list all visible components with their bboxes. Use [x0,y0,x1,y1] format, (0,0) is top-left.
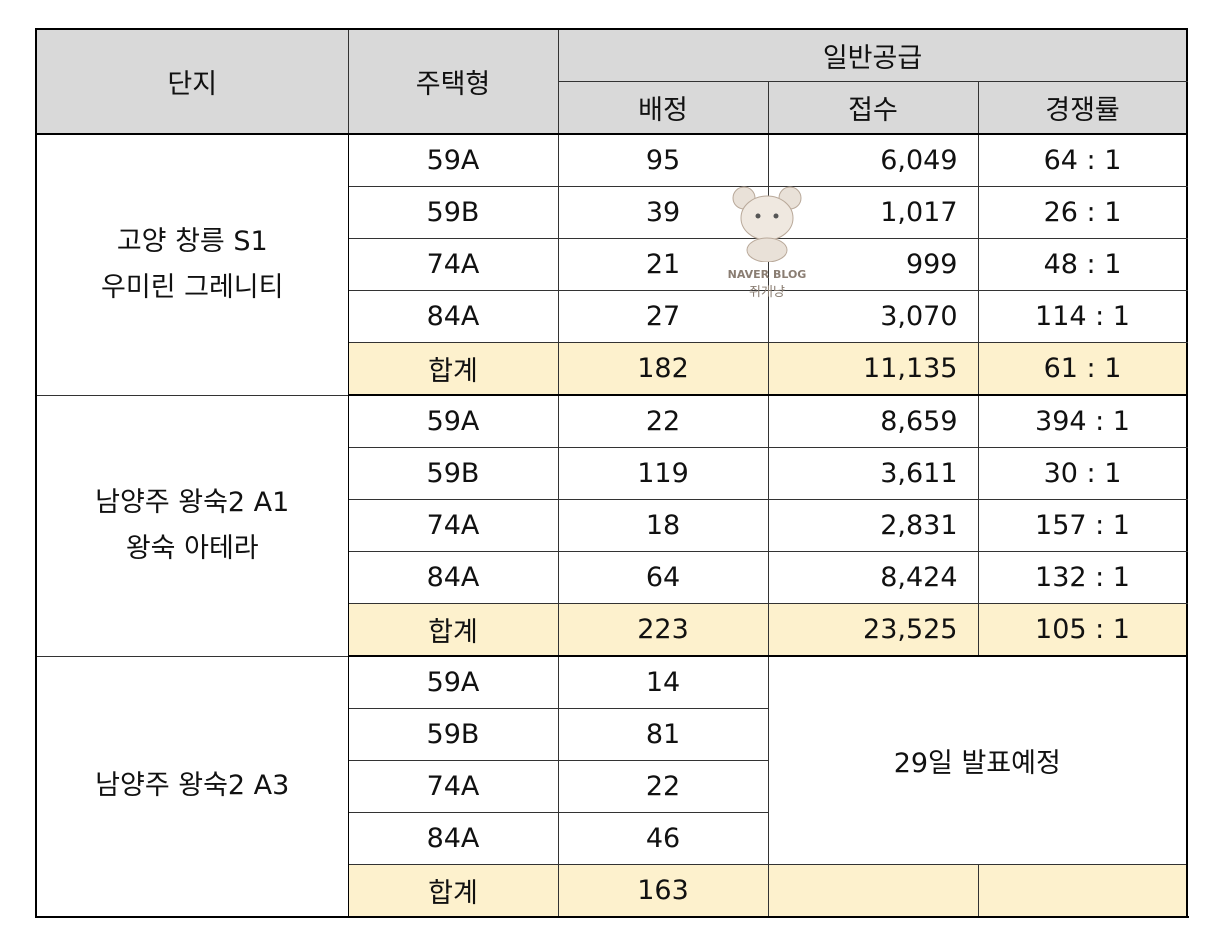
cell: 39 [557,186,769,239]
header-cell: 주택형 [347,28,559,135]
data-row: 남양주 왕숙2 A1 왕숙 아테라 59A 22 8,659 394 : 1 [35,394,1188,657]
data-row: 남양주 왕숙2 A3 59A 14 29일 발표예정 [35,655,1188,918]
cell: 59A [347,394,559,448]
cell: 59B [347,447,559,500]
complex-name: 남양주 왕숙2 A3 [35,655,349,918]
cell: 11,135 [767,342,979,396]
cell: 132 : 1 [977,551,1188,604]
cell: 999 [767,238,979,291]
complex-name-line: 왕숙 아테라 [125,532,259,564]
header-cell: 단지 [35,28,349,135]
cell: 84A [347,551,559,604]
complex-name-line: 남양주 왕숙2 A3 [95,770,290,802]
cell: 84A [347,290,559,343]
cell: 157 : 1 [977,499,1188,552]
cell: 18 [557,499,769,552]
data-row: 74A 18 2,831 157 : 1 [36,499,1188,552]
cell: 26 : 1 [977,186,1188,239]
cell: 23,525 [767,603,979,657]
cell: 3,070 [767,290,979,343]
data-row: 84A 64 8,424 132 : 1 [36,551,1188,604]
cell: 27 [557,290,769,343]
total-row: 합계 223 23,525 105 : 1 [36,603,1188,657]
cell: 105 : 1 [977,603,1188,657]
header-cell: 일반공급 [557,28,1188,82]
data-row: 84A 46 [36,812,1187,865]
cell: 46 [557,812,769,865]
cell: 8,424 [767,551,979,604]
complex-name: 남양주 왕숙2 A1 왕숙 아테라 [35,394,349,657]
empty-cell [767,864,979,918]
cell: 30 : 1 [977,447,1188,500]
complex-name-line: 고양 창릉 S1 [116,225,268,257]
header-row: 단지 주택형 일반공급 [35,28,1188,135]
empty-cell [977,864,1188,918]
cell: 114 : 1 [977,290,1188,343]
cell: 6,049 [767,133,979,187]
cell: 119 [557,447,769,500]
data-row: 84A 27 3,070 114 : 1 [36,290,1188,343]
cell: 48 : 1 [977,238,1188,291]
table-body: 고양 창릉 S1 우미린 그레니티 59A 95 6,049 64 : 1 59B 39 1,0… [35,133,1188,918]
complex-name-line: 남양주 왕숙2 A1 [95,486,290,518]
complex-name: 고양 창릉 S1 우미린 그레니티 [35,133,349,396]
cell: 14 [557,655,769,709]
cell: 59B [347,186,559,239]
cell: 59A [347,655,559,709]
cell: 74A [347,238,559,291]
cell: 합계 [347,864,559,918]
header-row: 배정 접수 경쟁률 [36,81,1188,135]
total-row: 합계 182 11,135 61 : 1 [36,342,1188,396]
cell: 21 [557,238,769,291]
cell: 74A [347,499,559,552]
cell: 8,659 [767,394,979,448]
note: 29일 발표예정 [767,655,1188,865]
cell: 합계 [347,342,559,396]
cell: 95 [557,133,769,187]
cell: 182 [557,342,769,396]
cell: 74A [347,760,559,813]
cell: 합계 [347,603,559,657]
cell: 3,611 [767,447,979,500]
cell: 223 [557,603,769,657]
cell: 2,831 [767,499,979,552]
data-row: 59B 81 [36,708,1187,761]
data-row: 59B 119 3,611 30 : 1 [36,447,1188,500]
cell: 64 [557,551,769,604]
cell: 61 : 1 [977,342,1188,396]
total-row: 합계 163 [36,864,1188,918]
data-row: 59B 39 1,017 26 : 1 [36,186,1188,239]
header-cell: 접수 [767,81,979,135]
competition-table: 단지 주택형 일반공급 배정 접수 경쟁률 고양 창릉 S1 우미린 그레니티 59… [35,28,1189,918]
data-row: 고양 창릉 S1 우미린 그레니티 59A 95 6,049 64 : 1 [35,133,1188,396]
cell: 81 [557,708,769,761]
data-row: 74A 21 999 48 : 1 [36,238,1188,291]
cell: 22 [557,760,769,813]
header-cell: 경쟁률 [977,81,1188,135]
cell: 163 [557,864,769,918]
cell: 64 : 1 [977,133,1188,187]
data-row: 74A 22 [36,760,1187,813]
complex-name-line: 우미린 그레니티 [101,271,284,303]
header-cell: 배정 [557,81,769,135]
cell: 59B [347,708,559,761]
cell: 22 [557,394,769,448]
cell: 84A [347,812,559,865]
cell: 394 : 1 [977,394,1188,448]
cell: 59A [347,133,559,187]
cell: 1,017 [767,186,979,239]
